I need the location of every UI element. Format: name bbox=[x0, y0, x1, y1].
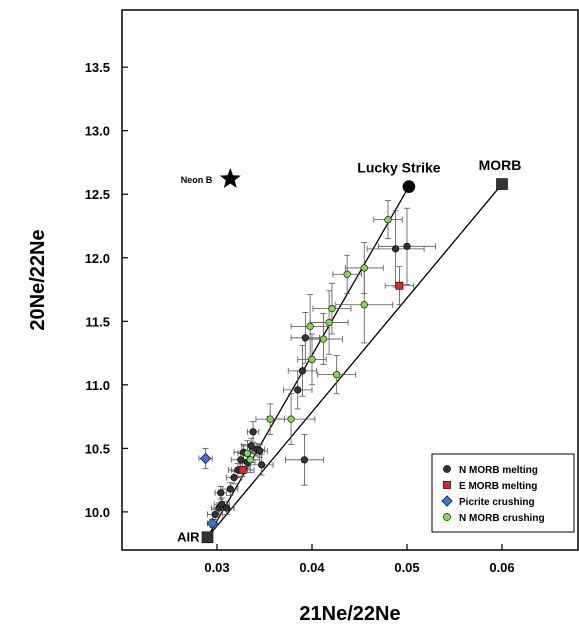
point-n-morb-crushing bbox=[328, 304, 336, 313]
ref-label-morb: MORB bbox=[479, 157, 522, 173]
x-axis-title: 21Ne/22Ne bbox=[299, 603, 400, 625]
legend-marker-n-morb-melting bbox=[443, 465, 451, 473]
legend: N MORB melting E MORB melting Picrite crus… bbox=[431, 453, 575, 533]
point-n-morb-melting bbox=[300, 456, 309, 464]
point-n-morb-melting bbox=[301, 334, 309, 342]
legend-marker-n-morb-crushing bbox=[443, 513, 451, 521]
point-n-morb-melting bbox=[249, 428, 257, 436]
point-n-morb-crushing bbox=[308, 355, 316, 364]
legend-label-e-morb-melting: E MORB melting bbox=[459, 481, 537, 492]
y-tick-label: 10.0 bbox=[85, 505, 110, 520]
point-e-morb-melting bbox=[238, 466, 247, 474]
y-tick-label: 11.5 bbox=[85, 314, 110, 329]
y-tick-label: 12.5 bbox=[85, 187, 110, 202]
point-n-morb-melting bbox=[222, 504, 231, 512]
point-n-morb-melting bbox=[211, 510, 219, 519]
ref-label-lucky-strike: Lucky Strike bbox=[357, 160, 440, 176]
point-picrite-crushing bbox=[199, 452, 212, 465]
point-n-morb-melting bbox=[217, 489, 225, 497]
x-tick-label: 0.04 bbox=[299, 560, 325, 575]
point-n-morb-melting bbox=[237, 456, 245, 464]
point-n-morb-melting bbox=[230, 473, 238, 482]
legend-label-n-morb-crushing: N MORB crushing bbox=[459, 513, 545, 524]
point-n-morb-melting bbox=[247, 442, 255, 450]
point-picrite-crushing bbox=[206, 517, 218, 529]
x-tick-label: 0.05 bbox=[394, 560, 419, 575]
legend-marker-picrite-crushing bbox=[441, 495, 453, 507]
point-n-morb-crushing bbox=[319, 335, 328, 343]
point-n-morb-crushing bbox=[243, 449, 251, 458]
point-n-morb-crushing bbox=[333, 371, 341, 379]
x-tick-label: 0.06 bbox=[489, 560, 514, 575]
plot-frame bbox=[121, 9, 579, 551]
ref-label-neon-b: Neon B bbox=[181, 175, 213, 185]
mixing-lines bbox=[206, 183, 503, 538]
point-n-morb-melting bbox=[218, 500, 226, 508]
point-n-morb-melting bbox=[403, 242, 411, 250]
reference-points: AIR MORB Lucky Strike Neon B bbox=[177, 157, 521, 544]
ref-point-air bbox=[201, 531, 214, 544]
data-points bbox=[199, 216, 411, 529]
x-axis-ticks: 0.03 0.04 0.05 0.06 bbox=[204, 544, 515, 575]
y-tick-label: 11.0 bbox=[85, 378, 110, 393]
legend-label-n-morb-melting: N MORB melting bbox=[459, 465, 538, 476]
point-n-morb-crushing bbox=[360, 301, 368, 309]
y-axis-ticks: 10.0 10.5 11.0 11.5 12.0 12.5 13.0 13.5 bbox=[85, 60, 128, 520]
point-n-morb-crushing bbox=[287, 415, 295, 423]
point-n-morb-crushing bbox=[384, 216, 392, 224]
mixing-line bbox=[207, 183, 503, 538]
legend-box bbox=[431, 453, 575, 533]
y-tick-label: 10.5 bbox=[85, 441, 110, 456]
point-e-morb-melting bbox=[395, 281, 404, 290]
point-n-morb-crushing bbox=[266, 415, 274, 423]
y-tick-label: 12.0 bbox=[85, 251, 110, 266]
point-n-morb-crushing bbox=[246, 456, 254, 464]
point-n-morb-melting bbox=[226, 485, 234, 493]
ref-point-lucky-strike bbox=[402, 180, 416, 193]
mixing-line bbox=[206, 186, 410, 538]
legend-marker-e-morb-melting bbox=[443, 481, 451, 489]
point-n-morb-melting bbox=[258, 461, 266, 469]
point-n-morb-melting bbox=[392, 245, 400, 253]
y-axis-title: 20Ne/22Ne bbox=[27, 229, 49, 330]
ref-point-morb bbox=[496, 178, 508, 190]
point-n-morb-crushing bbox=[306, 322, 314, 330]
point-n-morb-melting bbox=[256, 447, 264, 455]
point-n-morb-crushing bbox=[343, 270, 351, 278]
x-tick-label: 0.03 bbox=[204, 560, 229, 575]
y-tick-label: 13.5 bbox=[85, 60, 110, 75]
y-tick-label: 13.0 bbox=[85, 124, 110, 139]
point-n-morb-melting bbox=[294, 386, 302, 394]
point-n-morb-melting bbox=[298, 367, 307, 375]
legend-label-picrite-crushing: Picrite crushing bbox=[459, 497, 535, 508]
point-n-morb-crushing bbox=[360, 264, 368, 272]
ref-label-air: AIR bbox=[177, 529, 200, 544]
point-n-morb-crushing bbox=[325, 318, 333, 327]
ref-point-neon-b bbox=[219, 167, 241, 188]
